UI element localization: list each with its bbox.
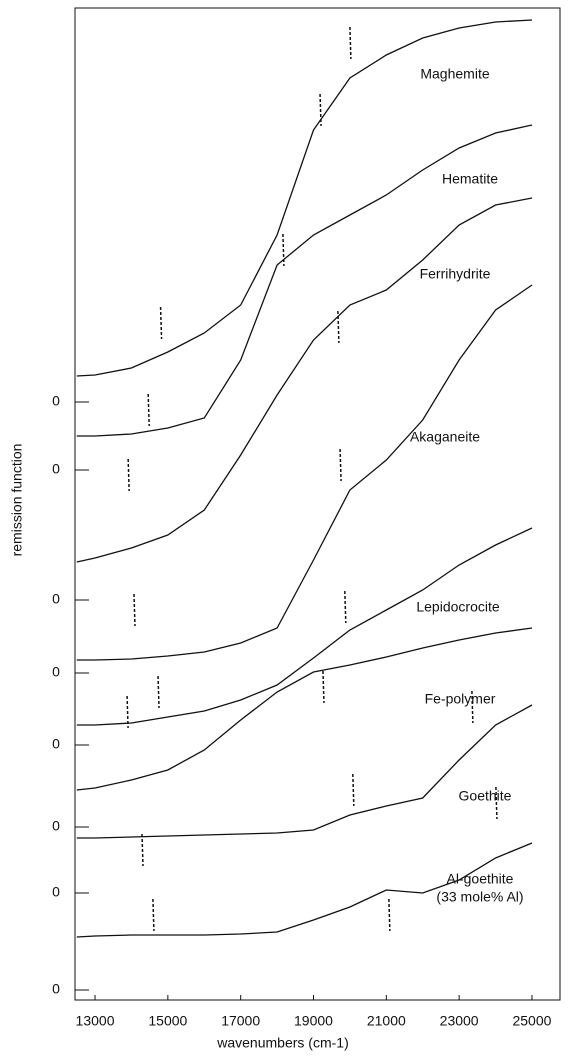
x-tick-label: 25000	[512, 1013, 551, 1029]
x-tick-label: 19000	[294, 1013, 333, 1029]
x-tick-label: 17000	[221, 1013, 260, 1029]
band-marker	[319, 93, 322, 127]
band-marker	[159, 306, 163, 340]
y-tick-label: 0	[52, 591, 60, 607]
y-tick-label: 0	[52, 981, 60, 997]
curve	[76, 704, 533, 839]
series-label: Lepidocrocite	[416, 599, 499, 615]
series-label: Hematite	[442, 171, 498, 187]
curve	[76, 197, 533, 563]
band-marker	[352, 773, 355, 807]
curve	[76, 627, 533, 791]
series-label: Akaganeite	[410, 429, 480, 445]
band-marker	[147, 393, 150, 427]
band-marker	[339, 448, 342, 482]
x-axis-label: wavenumbers (cm-1)	[216, 1035, 348, 1051]
band-marker	[157, 675, 160, 709]
plot-frame	[74, 7, 561, 1001]
curve	[76, 124, 533, 437]
band-marker	[388, 898, 391, 932]
band-marker	[282, 233, 285, 267]
series-label: Ferrihydrite	[420, 266, 491, 282]
x-tick-label: 23000	[440, 1013, 479, 1029]
series-label: Maghemite	[420, 66, 489, 82]
band-marker	[141, 833, 144, 867]
curve	[76, 19, 533, 377]
x-tick-label: 15000	[148, 1013, 187, 1029]
y-tick-label: 0	[52, 461, 60, 477]
band-marker	[126, 695, 129, 729]
curve	[76, 284, 533, 661]
series-label: Fe-polymer	[425, 691, 496, 707]
x-tick-label: 21000	[367, 1013, 406, 1029]
band-marker	[349, 26, 352, 60]
band-marker	[471, 690, 474, 724]
y-tick-label: 0	[52, 884, 60, 900]
band-marker	[322, 670, 325, 704]
series-label: Al-goethite	[447, 871, 514, 887]
x-tick-label: 13000	[76, 1013, 115, 1029]
series-note: (33 mole% Al)	[436, 889, 523, 905]
band-marker	[344, 590, 347, 624]
band-marker	[495, 786, 498, 820]
y-tick-label: 0	[52, 736, 60, 752]
y-tick-label: 0	[52, 664, 60, 680]
band-marker	[337, 310, 340, 344]
band-marker	[152, 898, 155, 932]
y-tick-label: 0	[52, 393, 60, 409]
series-label: Goethite	[459, 788, 512, 804]
curve	[76, 527, 533, 726]
curve	[76, 842, 533, 938]
y-tick-label: 0	[52, 818, 60, 834]
band-marker	[133, 593, 136, 627]
band-marker	[127, 458, 130, 492]
y-axis-label: remission function	[9, 444, 25, 557]
